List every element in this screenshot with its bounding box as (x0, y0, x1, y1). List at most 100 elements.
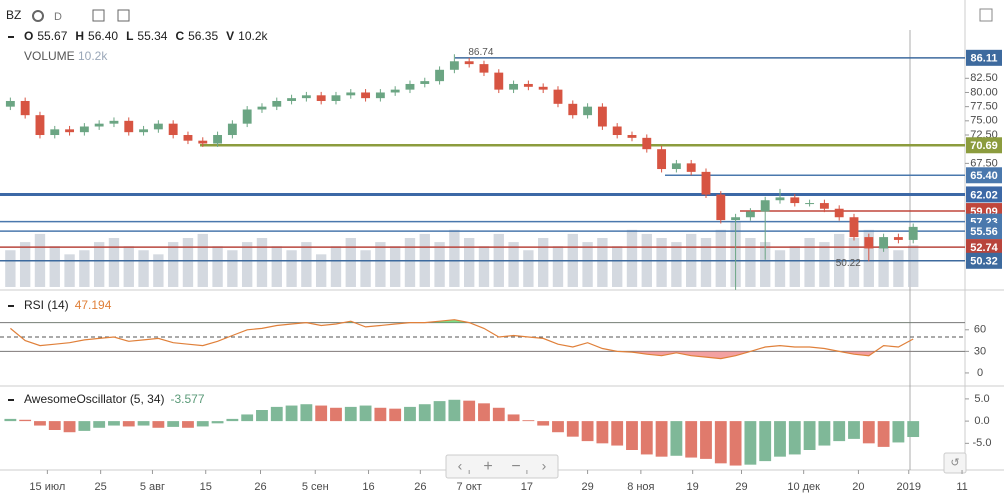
level-label: 55.56 (970, 226, 998, 238)
ao-bar (670, 421, 683, 456)
ao-bar (167, 421, 180, 427)
volume-bar (819, 242, 830, 287)
y-tick-label: 77.50 (970, 101, 998, 113)
x-tick-label: 29 (581, 481, 593, 493)
volume-bar (463, 238, 475, 287)
reset-icon: ↺ (950, 457, 959, 469)
ao-bar (137, 421, 150, 426)
volume-bar (893, 250, 904, 287)
ohlc-value: 10.2k (238, 29, 268, 43)
candle-body (375, 92, 385, 99)
ao-bar (448, 399, 461, 422)
ohlc-value: 55.34 (137, 29, 167, 43)
indicator-icon[interactable] (117, 9, 130, 22)
ao-bar (344, 406, 357, 422)
ao-bar (122, 421, 135, 427)
volume-bar (315, 254, 327, 287)
ao-bar (478, 403, 490, 422)
ao-bar (433, 401, 446, 422)
candle-body (849, 217, 859, 238)
volume-bar (404, 238, 416, 287)
level-badge (966, 252, 1002, 269)
reset-button[interactable] (943, 452, 967, 474)
candle-body (864, 237, 874, 249)
candle-body (775, 197, 785, 201)
candle-body (760, 200, 770, 212)
volume-bar (182, 238, 194, 287)
x-tick-label: 5 сен (302, 481, 329, 493)
symbol[interactable]: BZ (6, 8, 21, 22)
nav-buttons: ‹ + − › (445, 454, 559, 479)
scroll-left[interactable]: ‹ (458, 458, 463, 474)
ao-bar (78, 421, 91, 431)
candle-body (331, 95, 341, 101)
maximize-button[interactable] (979, 8, 993, 22)
scroll-right[interactable]: › (542, 458, 547, 474)
candle-body (301, 95, 311, 99)
x-tick-label: 5 авг (140, 481, 165, 493)
level-badge (966, 239, 1002, 256)
ohlc-value: 55.67 (37, 29, 67, 43)
candle-body (35, 115, 45, 136)
ao-bar (729, 421, 742, 466)
ao-bar (640, 421, 653, 455)
ohlc-label: H (75, 29, 84, 43)
volume-bar (715, 229, 726, 287)
candle-body (657, 149, 667, 170)
settings-icon[interactable] (32, 10, 44, 22)
interval[interactable]: D (54, 11, 62, 23)
ao-bar (226, 418, 239, 422)
candle-body (316, 95, 326, 101)
y-tick-label: 5.0 (974, 393, 989, 405)
level-label: 52.74 (970, 242, 998, 254)
candle-body (819, 203, 829, 209)
candle-body (139, 129, 149, 133)
ao-bar (19, 419, 32, 422)
zoom-out[interactable]: − (511, 458, 520, 475)
candle-body (390, 89, 400, 93)
volume-bar (286, 250, 297, 287)
candle-body (642, 137, 652, 150)
ao-bar (907, 421, 920, 438)
volume-bar (64, 254, 75, 287)
volume-bar (878, 246, 889, 287)
x-tick-label: 8 ноя (627, 481, 654, 493)
ao-bar (404, 406, 416, 422)
compare-icon[interactable] (92, 9, 105, 22)
volume-bar (626, 229, 638, 287)
volume-bar (789, 246, 800, 287)
y-tick-label: 80.00 (970, 86, 998, 98)
volume-bar (760, 242, 771, 287)
level-badge (966, 223, 1002, 240)
ao-bar (374, 407, 387, 422)
ao-bar (330, 407, 342, 422)
ao-bar (566, 421, 579, 437)
candle-body (686, 163, 696, 172)
candle-body (50, 129, 60, 136)
ohlc-label: C (175, 29, 184, 43)
level-label: 62.02 (970, 189, 998, 201)
volume-bar (330, 246, 342, 287)
candle-body (198, 140, 208, 144)
candle-body (272, 100, 282, 107)
candle-body (583, 106, 593, 116)
volume-bar (19, 242, 31, 287)
ao-bar (877, 421, 890, 447)
ao-bar (93, 421, 106, 428)
volume-bar (478, 246, 490, 287)
volume-bar (93, 242, 105, 287)
volume-bar (167, 242, 179, 287)
volume-bar (345, 238, 356, 287)
volume-bar (774, 250, 786, 287)
ao-bar (48, 421, 61, 430)
zoom-in[interactable]: + (483, 458, 492, 475)
volume-bar (301, 242, 312, 287)
ao-bar (862, 421, 875, 444)
candle-body (213, 135, 223, 144)
candle-body (449, 61, 459, 70)
ao-bar (700, 421, 712, 459)
candle-body (509, 83, 519, 90)
level-label: 50.32 (970, 256, 998, 268)
x-tick-label: 26 (414, 481, 426, 493)
